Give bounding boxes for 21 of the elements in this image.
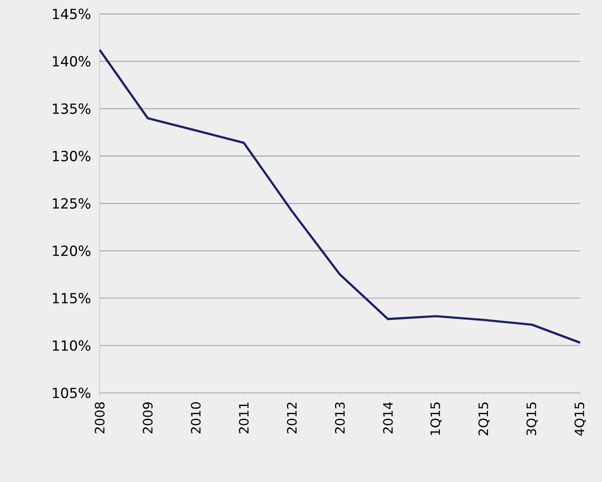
x-tick-label: 2012: [286, 402, 297, 434]
line-series: [98, 48, 582, 344]
y-tick-label: 115%: [52, 292, 90, 304]
y-tick-label: 140%: [52, 56, 90, 66]
x-tick-label: 1Q15: [430, 402, 442, 435]
x-tick-label: 3Q15: [526, 402, 538, 436]
y-tick-label: 130%: [52, 150, 90, 162]
y-tick-label: 120%: [52, 245, 90, 256]
x-tick-label: 2009: [142, 402, 153, 434]
x-tick-label: 2011: [238, 402, 249, 434]
y-tick-label: 145%: [52, 8, 90, 19]
x-tick-label: 2008: [94, 402, 105, 434]
y-tick-label: 110%: [52, 340, 90, 351]
x-tick-label: 2014: [383, 402, 393, 434]
x-tick-label: 2013: [335, 402, 345, 434]
x-tick-label: 2Q15: [478, 402, 490, 436]
y-tick-label: 125%: [52, 198, 90, 208]
x-tick-label: 2010: [190, 402, 201, 434]
x-tick-label: 4Q15: [574, 402, 586, 436]
y-tick-label: 135%: [52, 103, 90, 114]
y-tick-label: 105%: [52, 387, 90, 398]
